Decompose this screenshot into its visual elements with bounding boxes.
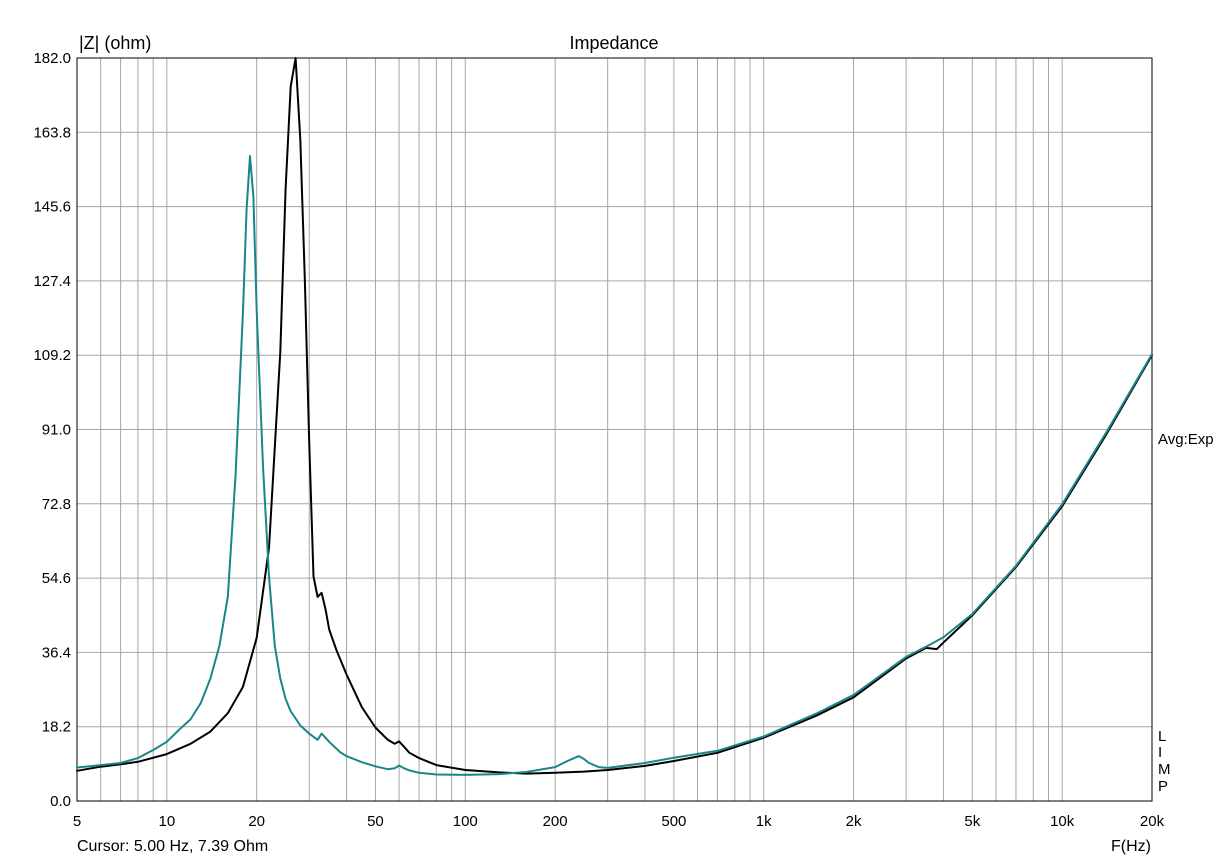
series-layer (76, 57, 1153, 776)
y-tick-label: 182.0 (33, 50, 71, 67)
x-tick-labels: 5 10 20 50 100 200 500 1k 2k 5k 10k 20k (73, 813, 1165, 830)
plot-frame (76, 57, 1153, 802)
x-tick-label: 200 (543, 813, 568, 830)
y-tick-label: 0.0 (50, 793, 71, 810)
y-axis-label: |Z| (ohm) (79, 33, 151, 53)
x-tick-label: 5 (73, 813, 81, 830)
y-tick-label: 36.4 (42, 644, 71, 661)
y-tick-label: 145.6 (33, 199, 71, 216)
y-tick-label: 109.2 (33, 347, 71, 364)
grid-lines (77, 58, 1152, 801)
x-tick-label: 20 (248, 813, 265, 830)
y-tick-label: 72.8 (42, 496, 71, 513)
x-tick-label: 50 (367, 813, 384, 830)
series-line-black (76, 57, 1153, 775)
y-tick-label: 18.2 (42, 719, 71, 736)
x-tick-label: 5k (964, 813, 980, 830)
limp-letter-i: I (1158, 744, 1162, 761)
y-tick-label: 91.0 (42, 422, 71, 439)
y-tick-labels: 0.0 18.2 36.4 54.6 72.8 91.0 109.2 127.4 145.6 16… (33, 50, 71, 810)
limp-letter-p: P (1158, 778, 1168, 795)
x-tick-label: 100 (453, 813, 478, 830)
x-tick-label: 10 (158, 813, 175, 830)
x-tick-label: 1k (756, 813, 772, 830)
x-tick-label: 20k (1140, 813, 1165, 830)
cursor-readout: Cursor: 5.00 Hz, 7.39 Ohm (77, 838, 268, 855)
avg-exp-annotation: Avg:Exp (1158, 431, 1214, 448)
chart-title: Impedance (569, 33, 658, 53)
x-axis-label: F(Hz) (1111, 838, 1151, 855)
x-tick-label: 10k (1050, 813, 1075, 830)
limp-letter-m: M (1158, 761, 1171, 778)
x-tick-label: 2k (846, 813, 862, 830)
limp-letter-l: L (1158, 728, 1166, 745)
y-tick-label: 127.4 (33, 273, 71, 290)
y-tick-label: 54.6 (42, 570, 71, 587)
x-tick-label: 500 (661, 813, 686, 830)
y-tick-label: 163.8 (33, 124, 71, 141)
series-line-teal (76, 155, 1153, 776)
